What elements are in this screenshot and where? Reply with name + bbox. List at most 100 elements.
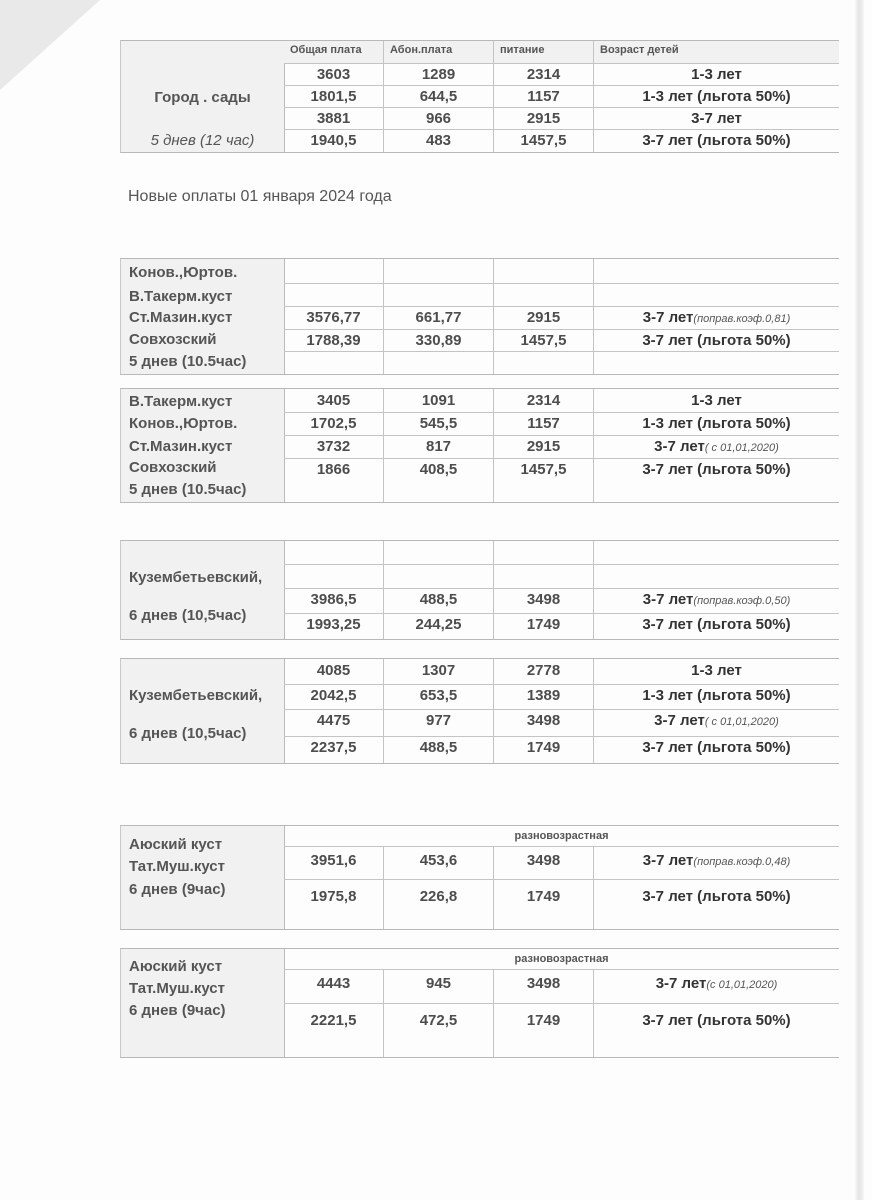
table-row: 4085 1307 2778 1-3 лет xyxy=(284,659,839,685)
group-label: 6 днев (9час) xyxy=(129,881,226,898)
age-group-cell: 3-7 лет (льгота 50%) xyxy=(594,329,839,351)
group-label-column: Город . сады 5 днев (12 час) xyxy=(121,41,285,152)
scan-edge-shadow xyxy=(854,0,864,1200)
age-group-cell xyxy=(594,541,839,564)
subscription-fee-cell: 1091 xyxy=(384,389,494,412)
age-group-text: 3-7 лет (льгота 50%) xyxy=(642,332,791,349)
food-fee-cell xyxy=(494,351,594,374)
food-fee-cell: 3498 xyxy=(494,709,594,736)
column-header: питание xyxy=(494,41,594,63)
table-row: 1975,8 226,8 1749 3-7 лет (льгота 50%) xyxy=(284,879,839,929)
age-group-cell xyxy=(594,259,839,283)
age-group-cell: 3-7 лет (льгота 50%) xyxy=(594,458,839,502)
table-row: 3881 966 2915 3-7 лет xyxy=(284,107,839,130)
total-fee-cell: 1788,39 xyxy=(284,329,384,351)
age-group-text: 1-3 лет (льгота 50%) xyxy=(642,687,791,704)
scan-corner-shadow xyxy=(0,0,100,90)
age-group-text: 3-7 лет xyxy=(655,975,707,992)
age-group-cell: 1-3 лет xyxy=(594,63,839,85)
age-group-note: (поправ.коэф.0,81) xyxy=(693,313,791,325)
subscription-fee-cell: 945 xyxy=(384,969,494,1003)
mixed-age-label: разновозрастная xyxy=(514,830,609,842)
subscription-fee-cell: 977 xyxy=(384,709,494,736)
food-fee-cell xyxy=(494,564,594,588)
subscription-fee-cell: 330,89 xyxy=(384,329,494,351)
total-fee-cell: 3576,77 xyxy=(284,306,384,329)
subscription-fee-cell: 661,77 xyxy=(384,306,494,329)
subscription-fee-cell: 472,5 xyxy=(384,1003,494,1057)
table-row xyxy=(284,541,839,565)
group-label: 6 днев (10,5час) xyxy=(129,725,247,742)
total-fee-cell: 1993,25 xyxy=(284,613,384,639)
table-row: 1702,5 545,5 1157 1-3 лет (льгота 50%) xyxy=(284,412,839,436)
food-fee-cell: 1389 xyxy=(494,684,594,709)
age-group-text: 1-3 лет (льгота 50%) xyxy=(642,415,791,432)
subscription-fee-cell xyxy=(384,283,494,306)
age-group-cell: 1-3 лет (льгота 50%) xyxy=(594,412,839,435)
age-group-note: (поправ.коэф.0,50) xyxy=(693,595,791,607)
age-group-cell: 3-7 лет( с 01,01,2020) xyxy=(594,709,839,736)
age-group-text: 3-7 лет (льгота 50%) xyxy=(642,888,791,905)
age-group-cell: 3-7 лет (льгота 50%) xyxy=(594,879,839,929)
age-group-cell: 3-7 лет(поправ.коэф.0,48) xyxy=(594,846,839,879)
subscription-fee-cell xyxy=(384,351,494,374)
age-group-text: 3-7 лет (льгота 50%) xyxy=(642,132,791,149)
subscription-fee-cell: 226,8 xyxy=(384,879,494,929)
group-label: Аюский куст xyxy=(129,958,223,975)
group-label: Ст.Мазин.куст xyxy=(129,438,233,455)
age-group-cell: 1-3 лет xyxy=(594,659,839,684)
group-label: 6 днев (9час) xyxy=(129,1002,226,1019)
table-row: 4475 977 3498 3-7 лет( с 01,01,2020) xyxy=(284,709,839,737)
group-label: 5 днев (10.5час) xyxy=(129,481,247,498)
group-label: Ст.Мазин.куст xyxy=(129,309,233,326)
group-label-column: Аюский куст Тат.Муш.куст 6 днев (9час) xyxy=(121,826,285,929)
group-label: 5 днев (12 час) xyxy=(150,132,255,149)
column-header: Общая плата xyxy=(284,41,384,63)
age-group-text: 3-7 лет (льгота 50%) xyxy=(642,461,791,478)
group-label-column: Кузембетьевский, 6 днев (10,5час) xyxy=(121,541,285,639)
subscription-fee-cell: 644,5 xyxy=(384,85,494,107)
subscription-fee-cell: 545,5 xyxy=(384,412,494,435)
age-group-text: 3-7 лет xyxy=(642,852,694,869)
group-label: 5 днев (10.5час) xyxy=(129,353,247,370)
section-heading: Новые оплаты 01 января 2024 года xyxy=(128,188,392,205)
total-fee-cell: 3951,6 xyxy=(284,846,384,879)
age-group-note: (с 01,01,2020) xyxy=(706,979,778,991)
group-label-column: Конов.,Юртов. В.Такерм.куст Ст.Мазин.куст С… xyxy=(121,259,285,374)
age-group-text: 3-7 лет (льгота 50%) xyxy=(642,616,791,633)
age-group-cell: 3-7 лет (льгота 50%) xyxy=(594,613,839,639)
total-fee-cell: 1702,5 xyxy=(284,412,384,435)
subscription-fee-cell: 817 xyxy=(384,435,494,458)
food-fee-cell: 2314 xyxy=(494,63,594,85)
subscription-fee-cell: 488,5 xyxy=(384,588,494,613)
group-label: В.Такерм.куст xyxy=(129,393,233,410)
table-row: 1788,39 330,89 1457,5 3-7 лет (льгота 50%) xyxy=(284,329,839,352)
age-group-text: 1-3 лет xyxy=(691,662,742,679)
food-fee-cell: 1457,5 xyxy=(494,329,594,351)
age-group-cell: 3-7 лет(поправ.коэф.0,50) xyxy=(594,588,839,613)
total-fee-cell: 3986,5 xyxy=(284,588,384,613)
group-label: Совхозский xyxy=(129,459,217,476)
food-fee-cell: 2915 xyxy=(494,107,594,129)
fee-table: В.Такерм.куст Конов.,Юртов. Ст.Мазин.куст С… xyxy=(120,388,839,503)
total-fee-cell: 1975,8 xyxy=(284,879,384,929)
food-fee-cell: 3498 xyxy=(494,846,594,879)
table-row: 1801,5 644,5 1157 1-3 лет (льгота 50%) xyxy=(284,85,839,108)
table-row: 3576,77 661,77 2915 3-7 лет(поправ.коэф.0,8… xyxy=(284,306,839,330)
total-fee-cell: 1866 xyxy=(284,458,384,502)
total-fee-cell xyxy=(284,541,384,564)
age-group-text: 1-3 лет xyxy=(691,66,742,83)
group-label: В.Такерм.куст xyxy=(129,288,233,305)
age-group-note: (поправ.коэф.0,48) xyxy=(693,856,791,868)
total-fee-cell xyxy=(284,259,384,283)
total-fee-cell: 1940,5 xyxy=(284,129,384,152)
age-group-cell: 1-3 лет xyxy=(594,389,839,412)
age-group-cell xyxy=(594,564,839,588)
total-fee-cell: 4443 xyxy=(284,969,384,1003)
subscription-fee-cell xyxy=(384,259,494,283)
total-fee-cell: 4475 xyxy=(284,709,384,736)
group-label: Кузембетьевский, xyxy=(129,687,263,704)
age-group-text: 1-3 лет (льгота 50%) xyxy=(642,88,791,105)
table-row: 1993,25 244,25 1749 3-7 лет (льгота 50%) xyxy=(284,613,839,639)
age-group-text: 3-7 лет (льгота 50%) xyxy=(642,739,791,756)
